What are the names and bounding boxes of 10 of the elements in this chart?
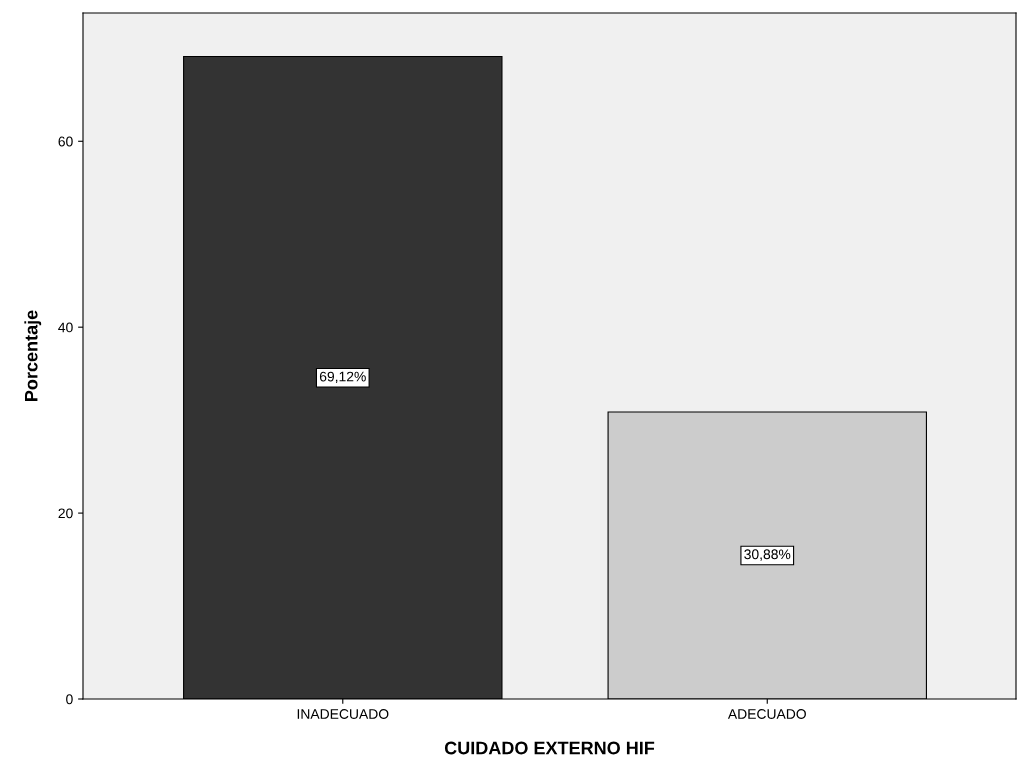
y-tick-label: 40 — [58, 322, 73, 333]
y-axis-title: Porcentaje — [24, 310, 42, 401]
x-tick-label: INADECUADO — [297, 709, 389, 719]
data-label: 69,12% — [319, 371, 366, 384]
data-label: 30,88% — [744, 549, 791, 561]
x-tick-label: ADECUADO — [727, 709, 806, 719]
y-tick-label: 60 — [58, 136, 73, 147]
y-tick-label: 0 — [66, 694, 73, 705]
x-axis-title: CUIDADO EXTERNO HIF — [444, 741, 655, 755]
y-tick-label: 20 — [58, 508, 73, 519]
